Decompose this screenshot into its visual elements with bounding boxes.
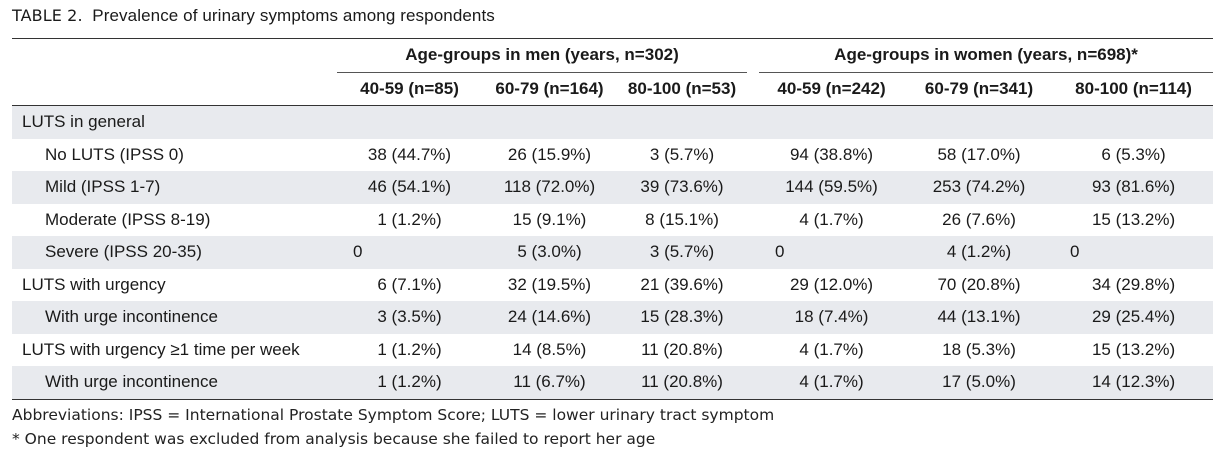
table-cell: 253 (74.2%) bbox=[904, 171, 1055, 204]
table-cell: 24 (14.6%) bbox=[482, 301, 617, 334]
table-cell: 4 (1.7%) bbox=[799, 339, 864, 359]
table-row: Moderate (IPSS 8-19) 1 (1.2%) 15 (9.1%) 8 (… bbox=[12, 204, 1213, 237]
table-number: TABLE 2. bbox=[12, 6, 83, 25]
table-cell: 15 (9.1%) bbox=[512, 209, 587, 229]
table-cell: 0 bbox=[759, 236, 905, 269]
table-row: With urge incontinence 1 (1.2%) 11 (6.7%) 1… bbox=[12, 366, 1214, 400]
table-cell: 18 (7.4%) bbox=[759, 301, 905, 334]
row-label: LUTS with urgency ≥1 time per week bbox=[22, 339, 300, 359]
table-cell: 8 (15.1%) bbox=[645, 209, 719, 229]
table-cell: 144 (59.5%) bbox=[759, 171, 905, 204]
table-row: Mild (IPSS 1-7) 46 (54.1%) 118 (72.0%) 39 (… bbox=[12, 171, 1214, 204]
table-cell: 17 (5.0%) bbox=[904, 366, 1055, 400]
table-cell: 14 (8.5%) bbox=[512, 339, 587, 359]
table-caption: TABLE 2. Prevalence of urinary symptoms … bbox=[12, 6, 495, 26]
table-body: LUTS in general No LUTS (IPSS 0) 38 (44.7%… bbox=[12, 105, 1214, 400]
col-header-men-40-59: 40-59 (n=85) bbox=[337, 72, 482, 106]
table-cell: 11 (20.8%) bbox=[641, 339, 723, 359]
abbreviations-footnote: Abbreviations: IPSS = International Pros… bbox=[12, 406, 775, 424]
table-cell: 3 (3.5%) bbox=[337, 301, 482, 334]
table-cell: 38 (44.7%) bbox=[367, 144, 452, 164]
table-cell: 26 (7.6%) bbox=[942, 209, 1016, 229]
table-cell: 15 (13.2%) bbox=[1091, 209, 1176, 229]
table-cell bbox=[1054, 105, 1214, 139]
women-group-header: Age-groups in women (years, n=698)* bbox=[759, 38, 1214, 73]
table-cell: 21 (39.6%) bbox=[640, 274, 724, 294]
table-cell: 3 (5.7%) bbox=[649, 144, 715, 164]
row-label: With urge incontinence bbox=[12, 301, 337, 334]
table-row: No LUTS (IPSS 0) 38 (44.7%) 26 (15.9%) 3 (5… bbox=[12, 139, 1213, 172]
table-cell: 1 (1.2%) bbox=[377, 209, 442, 229]
table-cell: 58 (17.0%) bbox=[937, 144, 1021, 164]
table-cell: 11 (6.7%) bbox=[482, 366, 617, 400]
table-cell bbox=[904, 105, 1055, 139]
table-cell: 93 (81.6%) bbox=[1054, 171, 1214, 204]
header-blank bbox=[12, 72, 337, 106]
row-label: LUTS with urgency bbox=[22, 274, 166, 294]
table-cell: 14 (12.3%) bbox=[1054, 366, 1214, 400]
table-cell: 34 (29.8%) bbox=[1091, 274, 1176, 294]
col-header-men-60-79: 60-79 (n=164) bbox=[482, 72, 617, 106]
table-cell: 29 (25.4%) bbox=[1054, 301, 1214, 334]
table-cell: 39 (73.6%) bbox=[617, 171, 748, 204]
col-header-women-80-100: 80-100 (n=114) bbox=[1054, 72, 1214, 106]
table-row: LUTS in general bbox=[12, 105, 1214, 139]
table-cell bbox=[482, 105, 617, 139]
table-cell: 18 (5.3%) bbox=[942, 339, 1016, 359]
table-cell bbox=[337, 105, 482, 139]
row-label: Mild (IPSS 1-7) bbox=[12, 171, 337, 204]
table-cell: 15 (28.3%) bbox=[617, 301, 748, 334]
table-row: Severe (IPSS 20-35) 0 5 (3.0%) 3 (5.7%) 0 4 (… bbox=[12, 236, 1214, 269]
col-header-men-80-100: 80-100 (n=53) bbox=[617, 72, 748, 106]
asterisk-footnote: * One respondent was excluded from analy… bbox=[12, 430, 656, 448]
table-cell: 15 (13.2%) bbox=[1091, 339, 1176, 359]
table-cell bbox=[617, 105, 748, 139]
header-blank bbox=[12, 38, 337, 72]
table-cell: 0 bbox=[337, 236, 482, 269]
table-cell: 29 (12.0%) bbox=[789, 274, 874, 294]
table-cell: 11 (20.8%) bbox=[617, 366, 748, 400]
column-header-row: 40-59 (n=85) 60-79 (n=164) 80-100 (n=53)… bbox=[12, 72, 1214, 106]
table-cell: 1 (1.2%) bbox=[377, 339, 442, 359]
prevalence-table: Age-groups in men (years, n=302) Age-gro… bbox=[12, 38, 1214, 400]
table-cell: 46 (54.1%) bbox=[337, 171, 482, 204]
men-group-header: Age-groups in men (years, n=302) bbox=[337, 38, 748, 73]
table-row: With urge incontinence 3 (3.5%) 24 (14.6%)… bbox=[12, 301, 1214, 334]
row-label: With urge incontinence bbox=[12, 366, 337, 400]
table-row: LUTS with urgency ≥1 time per week 1 (1.2… bbox=[12, 334, 1213, 367]
table-cell: 26 (15.9%) bbox=[507, 144, 592, 164]
table-cell: 4 (1.7%) bbox=[759, 366, 905, 400]
table-title: Prevalence of urinary symptoms among res… bbox=[92, 6, 495, 25]
table-cell: 1 (1.2%) bbox=[337, 366, 482, 400]
table-cell: 5 (3.0%) bbox=[482, 236, 617, 269]
row-label: Severe (IPSS 20-35) bbox=[12, 236, 337, 269]
table-cell: 4 (1.7%) bbox=[799, 209, 864, 229]
row-label: Moderate (IPSS 8-19) bbox=[45, 209, 211, 229]
table-cell: 118 (72.0%) bbox=[482, 171, 617, 204]
table-row: LUTS with urgency 6 (7.1%) 32 (19.5%) 21 (3… bbox=[12, 269, 1213, 302]
table-cell: 3 (5.7%) bbox=[617, 236, 748, 269]
table-cell: 44 (13.1%) bbox=[904, 301, 1055, 334]
table-cell: 6 (7.1%) bbox=[377, 274, 442, 294]
table-cell: 6 (5.3%) bbox=[1101, 144, 1166, 164]
table-cell bbox=[759, 105, 905, 139]
table-cell: 94 (38.8%) bbox=[789, 144, 874, 164]
col-header-women-60-79: 60-79 (n=341) bbox=[904, 72, 1055, 106]
table-cell: 4 (1.2%) bbox=[904, 236, 1055, 269]
table-cell: 0 bbox=[1054, 236, 1214, 269]
table-cell: 32 (19.5%) bbox=[507, 274, 592, 294]
col-header-women-40-59: 40-59 (n=242) bbox=[759, 72, 905, 106]
table-cell: 70 (20.8%) bbox=[937, 274, 1021, 294]
row-label: No LUTS (IPSS 0) bbox=[45, 144, 184, 164]
group-header-row: Age-groups in men (years, n=302) Age-gro… bbox=[12, 38, 1214, 73]
row-label: LUTS in general bbox=[12, 105, 337, 139]
